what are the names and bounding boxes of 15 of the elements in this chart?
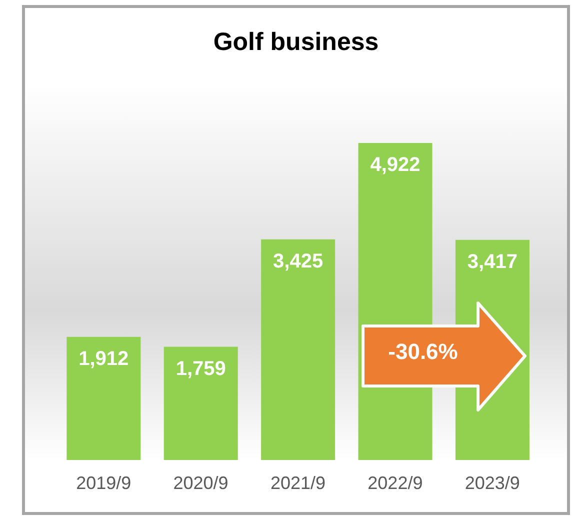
data-label: 3,417 bbox=[467, 251, 518, 274]
data-label: 3,425 bbox=[273, 250, 324, 273]
x-tick-label: 2023/9 bbox=[464, 472, 520, 493]
bar bbox=[261, 239, 336, 460]
data-label: 1,759 bbox=[176, 358, 226, 380]
bar bbox=[164, 346, 238, 460]
data-label: 4,922 bbox=[370, 154, 420, 176]
x-tick-label: 2020/9 bbox=[173, 472, 228, 493]
x-tick-label: 2019/9 bbox=[76, 472, 132, 493]
annotation: -30.6% bbox=[387, 339, 459, 365]
data-label: 1,912 bbox=[78, 348, 129, 370]
chart-title: Golf business bbox=[212, 28, 380, 57]
x-tick-label: 2022/9 bbox=[368, 472, 423, 493]
x-tick-label: 2021/9 bbox=[270, 472, 326, 493]
bar bbox=[66, 336, 141, 460]
